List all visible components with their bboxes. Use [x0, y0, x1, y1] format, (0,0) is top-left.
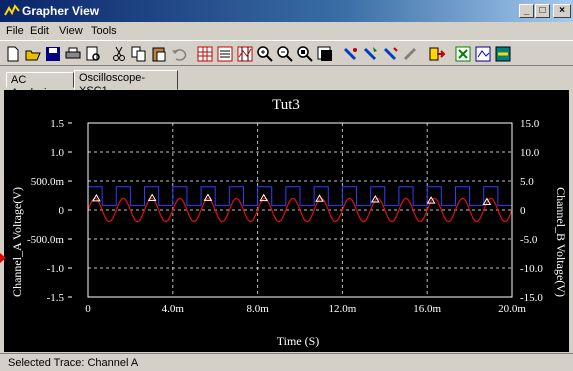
- y2-tick-label: -15.0: [520, 292, 543, 304]
- left-axis-ticks: 1.5 1.0 500.0m 0 -500.0m -1.0 -1.5: [27, 118, 72, 304]
- window-title: Grapher View: [22, 4, 100, 18]
- y2-axis-label: Channel_B Voltage(V): [554, 187, 568, 297]
- toolbar: [0, 40, 573, 66]
- plot-frame: [87, 122, 513, 298]
- trace-marker: [426, 196, 436, 204]
- properties-icon[interactable]: [342, 45, 360, 63]
- zoom-fit-icon[interactable]: [296, 45, 314, 63]
- overlay-icon[interactable]: [474, 45, 492, 63]
- trace-marker: [370, 195, 380, 203]
- y2-tick-label: 5.0: [520, 176, 534, 188]
- print-preview-icon[interactable]: [84, 45, 102, 63]
- export-icon[interactable]: [428, 45, 446, 63]
- menu-tools[interactable]: Tools: [91, 25, 117, 37]
- x-tick-label: 4.0m: [162, 303, 185, 315]
- minimize-button[interactable]: _: [519, 4, 534, 18]
- menu-edit[interactable]: Edit: [30, 25, 49, 37]
- edit-icon[interactable]: [382, 45, 400, 63]
- zoom-out-icon[interactable]: [276, 45, 294, 63]
- menu-bar: File Edit View Tools: [0, 22, 573, 40]
- legend-icon[interactable]: [216, 45, 234, 63]
- add-text-icon[interactable]: [362, 45, 380, 63]
- trace-marker: [482, 197, 492, 206]
- channel-a-marker-icon: [0, 253, 6, 263]
- trace-marker: [147, 193, 157, 201]
- x-tick-label: 16.0m: [413, 303, 441, 315]
- series-channel-b[interactable]: [88, 186, 512, 206]
- series-a-markers: [91, 193, 492, 206]
- paste-icon[interactable]: [150, 45, 168, 63]
- black-background-icon[interactable]: [316, 45, 334, 63]
- merge-icon[interactable]: [494, 45, 512, 63]
- y-tick-label: 1.0: [50, 147, 64, 159]
- tab-label: Oscilloscope-XSC1: [79, 72, 146, 97]
- right-axis-ticks: 15.0 10.0 5.0 0 -5.0 -10.0 -15.0: [520, 118, 543, 304]
- zoom-area-icon[interactable]: [402, 45, 420, 63]
- x-tick-label: 12.0m: [328, 303, 356, 315]
- y-tick-label: -500.0m: [27, 234, 64, 246]
- y2-tick-label: 10.0: [520, 147, 540, 159]
- print-icon[interactable]: [64, 45, 82, 63]
- x-tick-label: 20.0m: [498, 303, 526, 315]
- cut-icon[interactable]: [110, 45, 128, 63]
- trace-marker: [259, 193, 269, 202]
- x-tick-label: 0: [85, 303, 91, 315]
- tab-ac-analysis[interactable]: AC Analysis: [6, 72, 74, 99]
- chart: Tut3 1.5 1.0 500.0m 0 -500.0m -1.0 -1.5 15.0 10…: [10, 97, 568, 348]
- trace-marker: [315, 194, 324, 202]
- status-text: Selected Trace: Channel A: [8, 357, 139, 369]
- open-icon[interactable]: [24, 45, 42, 63]
- bottom-axis-ticks: 0 4.0m 8.0m 12.0m 16.0m 20.0m: [85, 303, 526, 315]
- y-tick-label: -1.5: [47, 292, 65, 304]
- title-bar: Grapher View _ □ ×: [0, 0, 573, 22]
- y-axis-label: Channel_A Voltage(V): [10, 187, 24, 297]
- undo-icon[interactable]: [170, 45, 188, 63]
- maximize-button[interactable]: □: [535, 4, 550, 18]
- x-axis-label: Time (S): [277, 334, 320, 348]
- y-tick-label: -1.0: [47, 263, 65, 275]
- y2-tick-label: 0: [520, 205, 526, 217]
- trace-marker: [91, 193, 101, 202]
- y-tick-label: 500.0m: [31, 176, 65, 188]
- zoom-in-icon[interactable]: [256, 45, 274, 63]
- tab-strip: AC Analysis Oscilloscope-XSC1: [0, 68, 573, 99]
- tab-oscilloscope[interactable]: Oscilloscope-XSC1: [74, 70, 178, 97]
- series-channel-a[interactable]: [87, 197, 513, 223]
- y2-tick-label: -5.0: [520, 234, 538, 246]
- new-icon[interactable]: [4, 45, 22, 63]
- plot-area[interactable]: Tut3 1.5 1.0 500.0m 0 -500.0m -1.0 -1.5 15.0 10…: [4, 90, 569, 352]
- x-tick-label: 8.0m: [246, 303, 269, 315]
- y-tick-label: 1.5: [50, 118, 64, 130]
- trace-marker: [203, 193, 213, 201]
- cursor-icon[interactable]: [236, 45, 254, 63]
- chart-title: Tut3: [272, 97, 300, 113]
- export-excel-icon[interactable]: [454, 45, 472, 63]
- close-button[interactable]: ×: [553, 4, 571, 18]
- y2-tick-label: -10.0: [520, 263, 543, 275]
- status-bar: Selected Trace: Channel A: [0, 353, 573, 371]
- y-tick-label: 0: [59, 205, 65, 217]
- menu-view[interactable]: View: [59, 25, 83, 37]
- app-icon: [4, 4, 20, 16]
- menu-file[interactable]: File: [6, 25, 24, 37]
- grid-icon[interactable]: [196, 45, 214, 63]
- save-icon[interactable]: [44, 45, 62, 63]
- copy-icon[interactable]: [130, 45, 148, 63]
- y2-tick-label: 15.0: [520, 118, 540, 130]
